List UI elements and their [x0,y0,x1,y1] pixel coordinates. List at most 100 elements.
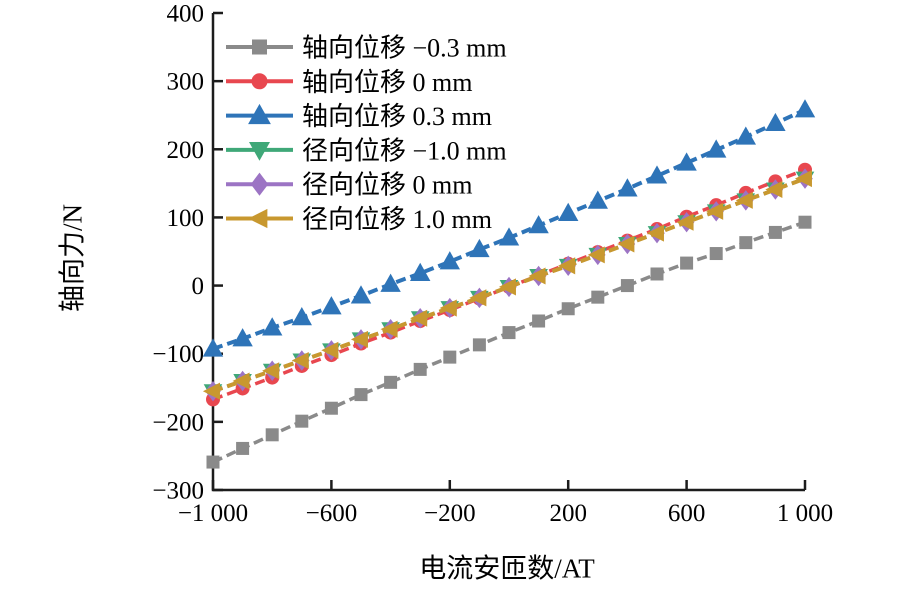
data-point-marker [469,289,487,307]
data-point-marker [413,362,427,376]
data-point-marker [202,338,224,357]
data-point-marker [380,273,401,292]
data-point-marker [202,382,220,400]
data-point-marker [410,309,428,327]
data-point-marker [321,341,339,359]
data-point-marker [765,112,786,132]
data-point-marker [350,285,372,304]
data-point-marker [768,225,782,239]
y-tick-label: 200 [167,137,205,164]
x-tick-label: −600 [306,500,358,527]
series-2 [202,99,816,357]
data-point-marker [794,99,816,118]
legend-label: 径向位移 −1.0 mm [302,136,507,165]
legend-item-5: 径向位移 1.0 mm [226,205,492,234]
x-tick-label: 600 [668,500,706,527]
data-point-marker [291,352,309,370]
legend-label: 轴向位移 0.3 mm [302,102,492,131]
legend-label: 径向位移 1.0 mm [302,205,492,234]
legend-marker [249,142,270,161]
x-axis-title: 电流安匝数/AT [419,553,595,584]
y-tick-label: −300 [152,478,204,505]
legend-label: 轴向位移 0 mm [302,68,472,97]
legend-marker [252,39,267,55]
data-point-marker [558,257,576,275]
y-tick-label: 0 [192,273,205,300]
data-point-marker [676,152,697,171]
data-point-marker [676,213,694,231]
data-point-marker [587,190,608,209]
data-point-marker [794,170,812,188]
y-axis-title: 轴向力/N [57,204,88,312]
x-tick-label: 200 [549,500,587,527]
data-point-marker [617,178,638,197]
y-tick-label: 300 [167,69,205,96]
data-point-marker [324,401,338,415]
data-point-marker [735,191,753,209]
data-point-marker [384,375,398,389]
data-point-marker [206,455,220,469]
data-point-marker [354,388,368,402]
data-point-marker [617,235,635,253]
legend-label: 径向位移 0 mm [302,171,472,200]
legend-item-0: 轴向位移 −0.3 mm [226,34,507,63]
data-point-marker [502,326,516,340]
data-point-marker [262,362,280,380]
data-point-marker [265,428,279,442]
data-point-marker [709,247,723,261]
legend-item-4: 径向位移 0 mm [226,171,472,200]
data-point-marker [706,202,724,220]
data-point-marker [410,262,431,281]
legend-marker [250,172,269,196]
data-point-marker [262,317,283,336]
data-point-marker [498,278,516,296]
data-point-marker [236,441,250,455]
data-point-marker [439,299,457,317]
data-point-marker [558,202,579,221]
legend-label: 轴向位移 −0.3 mm [302,34,507,63]
data-point-marker [587,246,605,264]
y-tick-label: −100 [152,341,204,368]
data-point-marker [798,215,812,229]
data-point-marker [528,267,546,285]
y-tick-label: 400 [167,1,205,28]
y-tick-label: 100 [167,205,205,232]
data-point-marker [706,139,727,158]
x-tick-label: −1 000 [178,500,248,527]
data-point-marker [680,256,694,270]
legend-marker [248,103,271,125]
data-point-marker [295,414,309,428]
data-point-marker [469,238,490,258]
series-5 [202,170,812,400]
legend-item-2: 轴向位移 0.3 mm [226,102,492,131]
data-point-marker [472,338,486,352]
data-point-marker [620,279,634,293]
data-point-marker [232,372,250,390]
data-point-marker [561,302,575,316]
data-point-marker [380,320,398,338]
data-point-marker [350,330,368,348]
series-0 [206,215,812,469]
data-point-marker [443,350,457,364]
data-point-marker [735,126,756,145]
data-point-marker [591,290,605,304]
data-point-marker [646,165,668,184]
data-point-marker [765,180,783,199]
legend-item-3: 径向位移 −1.0 mm [226,136,507,165]
data-point-marker [650,267,664,281]
legend-marker [248,208,268,229]
data-point-marker [498,227,520,246]
data-point-marker [646,224,664,242]
data-point-marker [532,314,546,328]
data-point-marker [232,328,253,347]
x-tick-label: −200 [424,500,476,527]
data-point-marker [321,296,342,315]
data-point-marker [528,215,549,234]
data-point-marker [439,251,460,270]
legend-item-1: 轴向位移 0 mm [226,68,472,97]
y-tick-label: −200 [152,409,204,436]
data-point-marker [291,307,312,326]
legend-marker [251,73,268,90]
